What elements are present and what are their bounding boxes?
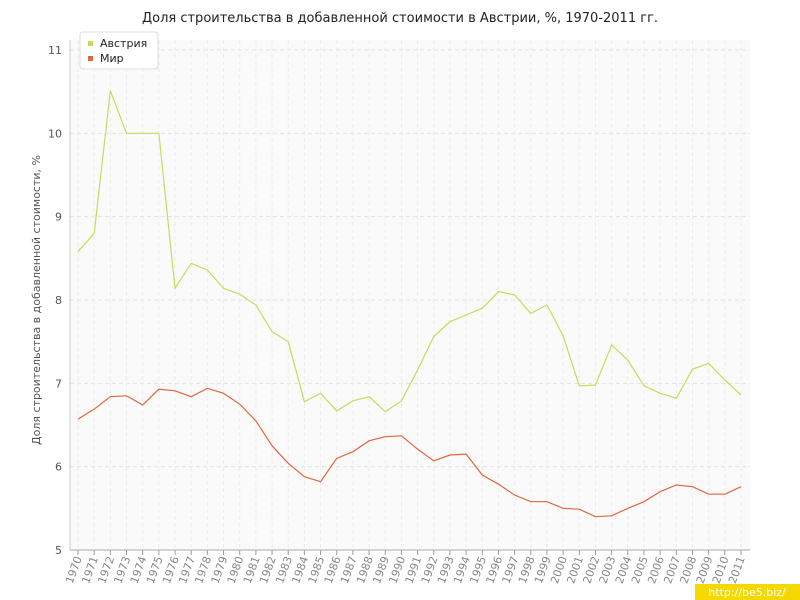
legend-label: Австрия xyxy=(100,37,147,50)
y-tick-label: 7 xyxy=(55,377,62,390)
y-tick-label: 10 xyxy=(48,127,62,140)
legend-marker xyxy=(88,56,93,61)
legend-box xyxy=(79,31,159,70)
y-tick-label: 6 xyxy=(55,461,62,474)
y-tick-label: 8 xyxy=(55,294,62,307)
legend-label: Мир xyxy=(100,52,124,65)
plot-background xyxy=(70,40,750,550)
chart-title: Доля строительства в добавленной стоимос… xyxy=(142,11,658,26)
legend-marker xyxy=(88,41,93,46)
watermark-bg xyxy=(695,584,800,600)
series-line xyxy=(77,387,742,518)
watermark: http://be5.biz/ xyxy=(708,586,786,599)
y-axis-label: Доля строительства в добавленной стоимос… xyxy=(30,155,43,445)
y-tick-label: 9 xyxy=(55,211,62,224)
series-line xyxy=(77,90,742,413)
y-tick-label: 11 xyxy=(48,44,62,57)
y-tick-label: 5 xyxy=(55,544,62,557)
